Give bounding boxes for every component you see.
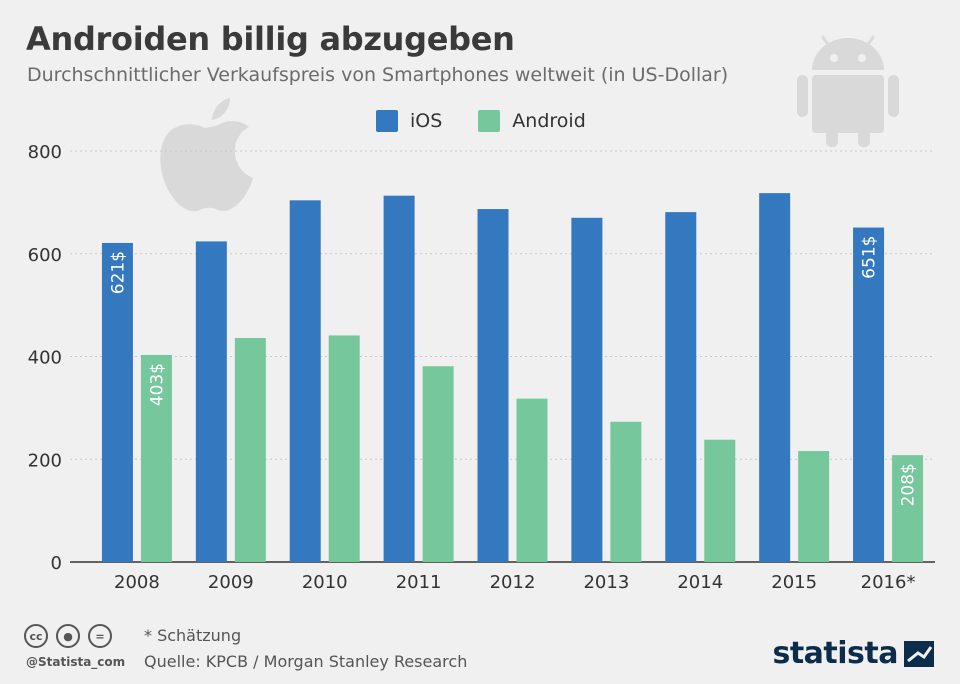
bar-android-2013 [610, 421, 642, 562]
y-tick-label: 800 [28, 142, 62, 163]
bar-ios-2016 [853, 227, 885, 562]
data-label: 208$ [899, 463, 919, 506]
statista-logo[interactable]: statista [772, 636, 934, 671]
y-tick-label: 600 [28, 245, 62, 266]
bar-ios-2011 [383, 195, 415, 563]
x-tick-label: 2014 [677, 572, 723, 593]
x-tick-label: 2012 [490, 572, 536, 593]
x-tick-label: 2010 [302, 572, 348, 593]
legend-swatch-ios [376, 110, 398, 132]
bar-ios-2013 [571, 217, 603, 562]
bar-ios-2015 [759, 193, 791, 562]
x-tick-label: 2015 [771, 572, 817, 593]
legend-label-android: Android [512, 110, 586, 132]
footnote: * Schätzung [144, 626, 242, 645]
statista-logo-icon [904, 640, 934, 667]
y-tick-label: 0 [51, 553, 62, 574]
x-tick-label: 2016* [861, 572, 916, 593]
bar-ios-2012 [477, 209, 509, 562]
bar-android-2008 [140, 354, 172, 562]
data-label: 403$ [147, 363, 167, 406]
legend-item-android: Android [478, 110, 586, 132]
apple-logo-icon [160, 98, 253, 212]
bar-android-2012 [516, 398, 548, 562]
android-robot-icon [797, 35, 899, 147]
legend: iOS Android [376, 110, 622, 132]
bar-android-2009 [234, 338, 266, 562]
bar-ios-2010 [289, 200, 321, 562]
y-tick-label: 400 [28, 348, 62, 369]
data-label: 651$ [860, 236, 880, 279]
chart-title: Androiden billig abzugeben [26, 20, 515, 58]
statista-handle: @Statista_com [26, 655, 126, 669]
license-icons: cc ● = [24, 624, 120, 648]
legend-swatch-android [478, 110, 501, 132]
legend-label-ios: iOS [410, 110, 443, 132]
x-tick-label: 2011 [396, 572, 442, 593]
x-tick-label: 2009 [208, 572, 254, 593]
legend-item-ios: iOS [376, 110, 442, 132]
x-tick-label: 2013 [583, 572, 629, 593]
bar-android-2014 [704, 439, 736, 562]
data-label: 621$ [108, 251, 128, 294]
bar-android-2010 [328, 335, 360, 562]
bar-ios-2014 [665, 212, 697, 563]
y-tick-label: 200 [28, 450, 62, 471]
cc-icon: cc [24, 624, 48, 648]
cc-nd-icon: = [88, 624, 112, 648]
bar-android-2011 [422, 366, 454, 562]
x-tick-label: 2008 [114, 572, 160, 593]
statista-wordmark: statista [772, 636, 898, 671]
bar-android-2016 [892, 455, 924, 562]
bar-android-2015 [798, 451, 830, 562]
bar-ios-2009 [195, 241, 227, 563]
cc-by-icon: ● [56, 624, 80, 648]
bar-ios-2008 [101, 242, 133, 562]
chart-subtitle: Durchschnittlicher Verkaufspreis von Sma… [27, 64, 729, 86]
source-note: Quelle: KPCB / Morgan Stanley Research [144, 652, 468, 671]
